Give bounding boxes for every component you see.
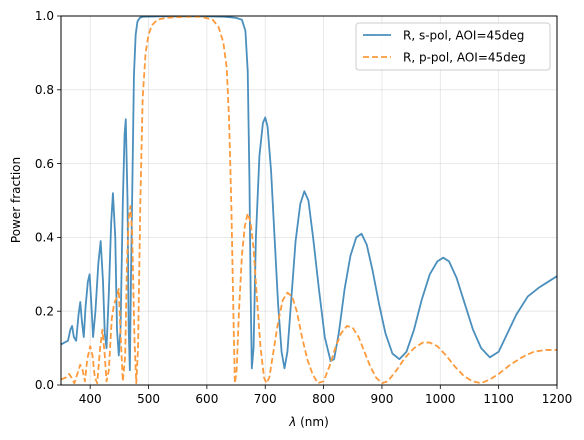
axes-frame [60,15,558,386]
x-axis-label: λ (nm) [288,415,329,429]
x-tick-label: 500 [137,392,160,406]
x-axis: 400 500 600 700 800 900 1000 1100 1200 [79,385,573,406]
legend: R, s-pol, AOI=45deg R, p-pol, AOI=45deg [355,22,551,71]
x-tick-label: 700 [254,392,277,406]
y-axis: 0.0 0.2 0.4 0.6 0.8 1.0 [35,9,61,392]
y-tick-label: 0.4 [35,231,54,245]
plot-area [61,16,557,385]
legend-box [355,22,551,71]
x-tick-label: 1200 [542,392,573,406]
grid [61,15,558,386]
series-line-p-pol [61,16,557,385]
x-tick-label: 400 [79,392,102,406]
x-axis-label-unit: (nm) [296,415,328,429]
y-tick-label: 0.8 [35,83,54,97]
y-tick-label: 1.0 [35,9,54,23]
y-tick-label: 0.2 [35,304,54,318]
y-tick-label: 0.6 [35,157,54,171]
legend-label-s-pol: R, s-pol, AOI=45deg [403,29,524,43]
x-tick-label: 1100 [483,392,514,406]
series-layer [61,16,557,385]
legend-label-p-pol: R, p-pol, AOI=45deg [403,51,526,65]
series-line-s-pol [61,16,557,372]
x-tick-label: 600 [195,392,218,406]
y-tick-label: 0.0 [35,378,54,392]
x-axis-label-symbol: λ [288,415,296,429]
x-tick-label: 900 [370,392,393,406]
y-axis-label: Power fraction [9,157,23,243]
x-tick-label: 800 [312,392,335,406]
x-tick-label: 1000 [425,392,456,406]
